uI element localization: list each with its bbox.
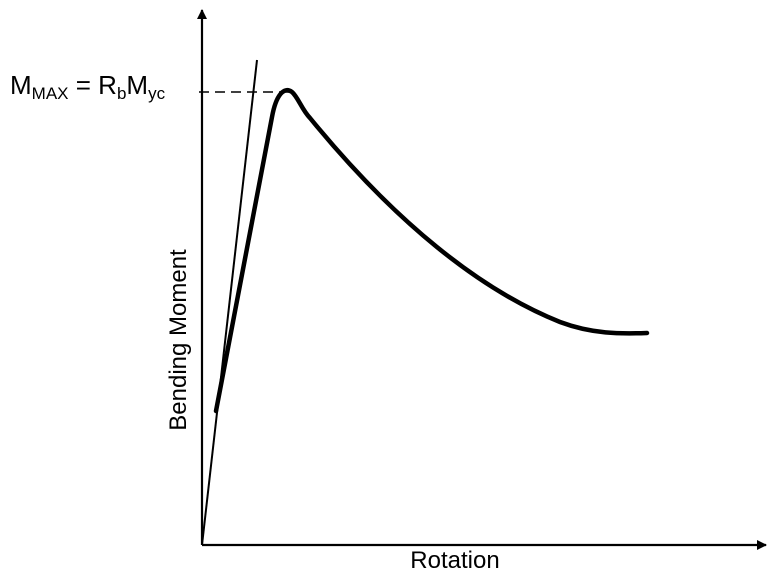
y-axis-label: Bending Moment: [165, 249, 192, 431]
moment-rotation-curve: [213, 88, 650, 414]
x-axis-label: Rotation: [410, 547, 499, 571]
elastic-slope-line: [201, 59, 258, 546]
mmax-label-sub-yc: yc: [148, 84, 166, 103]
mmax-label-sub-max: MAX: [32, 84, 69, 103]
mmax-label-m1: M: [10, 70, 32, 100]
mmax-label-eq: = R: [69, 70, 117, 100]
mmax-label: MMAX = RbMyc: [10, 70, 166, 103]
mmax-label-m2: M: [126, 70, 148, 100]
mmax-label-sub-b: b: [117, 84, 126, 103]
